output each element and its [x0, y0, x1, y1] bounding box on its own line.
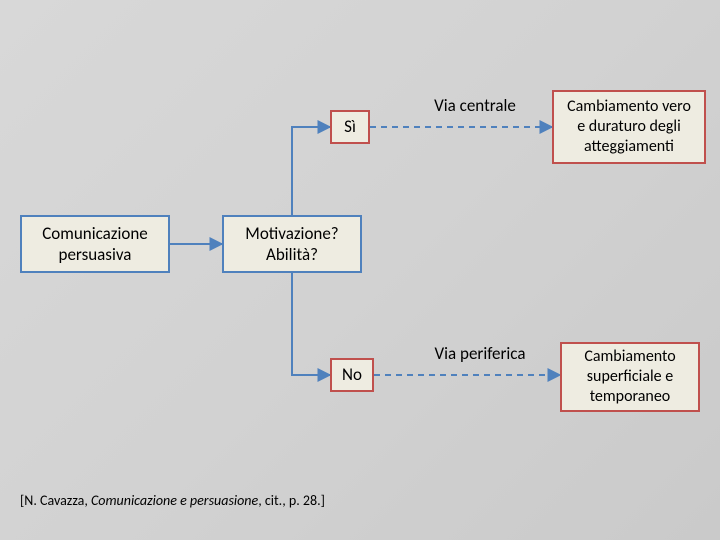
node-cambiamento-vero: Cambiamento vero e duraturo degli attegg…	[552, 90, 706, 164]
label-via-centrale: Via centrale	[410, 94, 540, 118]
edge-1	[292, 127, 330, 215]
citation-italic: Comunicazione e persuasione	[91, 492, 258, 509]
citation-suffix: , cit., p. 28.]	[258, 492, 325, 509]
node-motivazione-abilita: Motivazione? Abilità?	[222, 215, 362, 273]
citation-prefix: [N. Cavazza,	[20, 492, 91, 509]
node-cambiamento-superficiale: Cambiamento superficiale e temporaneo	[560, 342, 700, 412]
citation-text: [N. Cavazza, Comunicazione e persuasione…	[20, 492, 325, 509]
node-si: Sì	[330, 110, 370, 144]
node-comunicazione-persuasiva: Comunicazione persuasiva	[20, 215, 170, 273]
node-no: No	[330, 358, 374, 392]
label-via-periferica: Via periferica	[410, 342, 550, 366]
edge-2	[292, 273, 330, 375]
